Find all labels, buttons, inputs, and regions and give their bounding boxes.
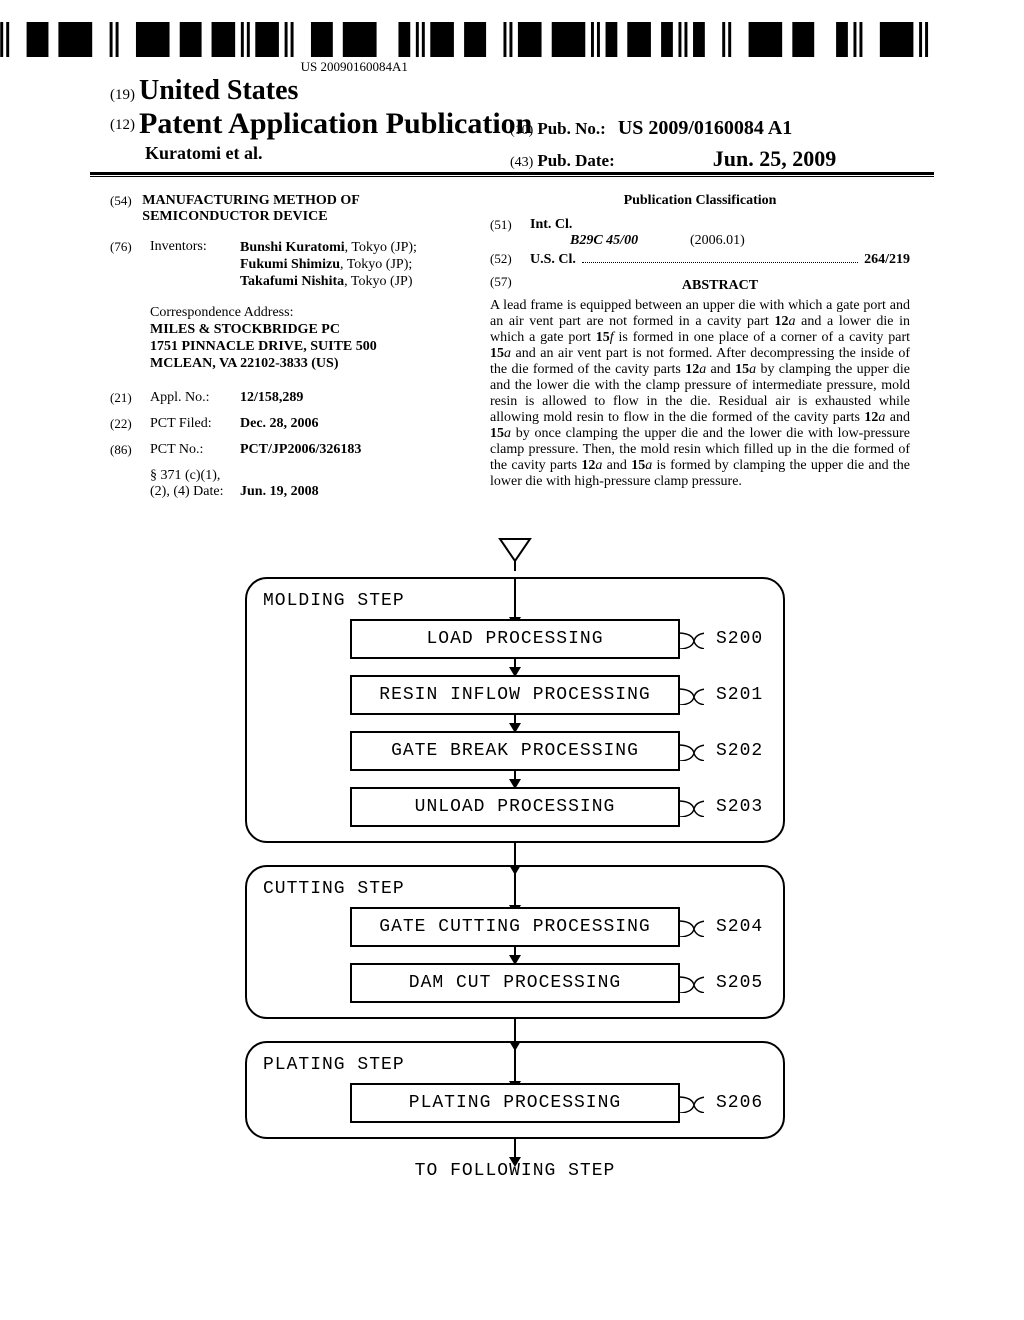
process-box: PLATING PROCESSINGS206 (350, 1083, 680, 1123)
uscl-val: 264/219 (864, 252, 910, 268)
code-22: (22) (110, 416, 150, 432)
code-21: (21) (110, 390, 150, 406)
inventor: Takafumi Nishita, Tokyo (JP) (240, 273, 417, 290)
main-content: (54) MANUFACTURING METHOD OF SEMICONDUCT… (90, 193, 934, 510)
code-54: (54) (110, 193, 142, 225)
correspondence-line: MILES & STOCKBRIDGE PC (150, 321, 470, 338)
pub-no-label: Pub. No.: (537, 119, 605, 138)
flowchart-start-icon (245, 535, 785, 571)
correspondence-label: Correspondence Address: (150, 304, 470, 321)
process-box: UNLOAD PROCESSINGS203 (350, 787, 680, 827)
step-id: S203 (716, 797, 763, 817)
connector-icon (678, 685, 704, 705)
process-box: RESIN INFLOW PROCESSINGS201 (350, 675, 680, 715)
connector-icon (678, 1093, 704, 1113)
process-box: DAM CUT PROCESSINGS205 (350, 963, 680, 1003)
abstract-text: A lead frame is equipped between an uppe… (490, 298, 910, 490)
connector-icon (678, 917, 704, 937)
code-51: (51) (490, 217, 530, 233)
dotted-leader (582, 262, 858, 263)
code-57: (57) (490, 274, 530, 294)
flowchart-group: CUTTING STEP GATE CUTTING PROCESSINGS204 D… (245, 865, 785, 1019)
left-column: (54) MANUFACTURING METHOD OF SEMICONDUCT… (110, 193, 490, 510)
correspondence-block: Correspondence Address: MILES & STOCKBRI… (150, 304, 470, 372)
code-86: (86) (110, 442, 150, 458)
connector-icon (678, 741, 704, 761)
country: United States (139, 75, 298, 106)
code-19: (19) (110, 87, 135, 103)
invention-title: MANUFACTURING METHOD OF SEMICONDUCTOR DE… (142, 193, 470, 225)
code-52: (52) (490, 251, 530, 267)
step-id: S205 (716, 973, 763, 993)
publication-type: Patent Application Publication (139, 107, 532, 140)
step-id: S204 (716, 917, 763, 937)
code-76: (76) (110, 239, 150, 290)
pub-no: US 2009/0160084 A1 (618, 117, 792, 139)
flowchart-group: MOLDING STEP LOAD PROCESSINGS200 RESIN INF… (245, 577, 785, 843)
pctno: PCT/JP2006/326183 (240, 442, 361, 458)
uscl-label: U.S. Cl. (530, 252, 576, 268)
barcode-number: US 20090160084A1 (0, 59, 934, 75)
correspondence-line: 1751 PINNACLE DRIVE, SUITE 500 (150, 338, 470, 355)
connector-icon (678, 973, 704, 993)
connector-icon (678, 629, 704, 649)
pctno-label: PCT No.: (150, 442, 240, 458)
code-10: (10) (510, 123, 533, 138)
right-column: Publication Classification (51) Int. Cl.… (490, 193, 910, 510)
inventor: Fukumi Shimizu, Tokyo (JP); (240, 256, 417, 273)
group-label: CUTTING STEP (263, 879, 767, 899)
intcl-year: (2006.01) (690, 233, 745, 249)
barcode-block: ▌║▐█║█▐║▌█║▐▌█▌║▐█▐▌█║█║▐▌█▌▐║█▐▌║█▐█║▌█… (0, 22, 934, 75)
group-label: PLATING STEP (263, 1055, 767, 1075)
applno: 12/158,289 (240, 390, 303, 406)
group-label: MOLDING STEP (263, 591, 767, 611)
s371-label1: § 371 (c)(1), (150, 468, 240, 484)
code-12: (12) (110, 117, 135, 133)
inventors-label: Inventors: (150, 239, 240, 290)
step-id: S200 (716, 629, 763, 649)
process-box: GATE CUTTING PROCESSINGS204 (350, 907, 680, 947)
pub-info-block: (10) Pub. No.: US 2009/0160084 A1 (43) P… (510, 114, 836, 177)
applno-label: Appl. No.: (150, 390, 240, 406)
abstract-label: ABSTRACT (530, 278, 910, 294)
pub-date: Jun. 25, 2009 (713, 146, 836, 171)
pctfiled: Dec. 28, 2006 (240, 416, 319, 432)
pub-date-label: Pub. Date: (537, 151, 614, 170)
intcl-label: Int. Cl. (530, 217, 572, 233)
process-box: GATE BREAK PROCESSINGS202 (350, 731, 680, 771)
code-43: (43) (510, 155, 533, 170)
flowchart: MOLDING STEP LOAD PROCESSINGS200 RESIN INF… (245, 535, 785, 1181)
step-id: S202 (716, 741, 763, 761)
step-id: S206 (716, 1093, 763, 1113)
inventors-list: Bunshi Kuratomi, Tokyo (JP);Fukumi Shimi… (240, 239, 417, 290)
correspondence-line: MCLEAN, VA 22102-3833 (US) (150, 355, 470, 372)
s371-label2: (2), (4) Date: (150, 484, 240, 500)
barcode-graphic: ▌║▐█║█▐║▌█║▐▌█▌║▐█▐▌█║█║▐▌█▌▐║█▐▌║█▐█║▌█… (0, 22, 934, 57)
pctfiled-label: PCT Filed: (150, 416, 240, 432)
flowchart-group: PLATING STEP PLATING PROCESSINGS206 (245, 1041, 785, 1139)
step-id: S201 (716, 685, 763, 705)
process-box: LOAD PROCESSINGS200 (350, 619, 680, 659)
intcl-class: B29C 45/00 (570, 233, 690, 249)
pub-class-header: Publication Classification (490, 193, 910, 209)
connector-icon (678, 797, 704, 817)
s371-date: Jun. 19, 2008 (240, 484, 319, 500)
inventor: Bunshi Kuratomi, Tokyo (JP); (240, 239, 417, 256)
